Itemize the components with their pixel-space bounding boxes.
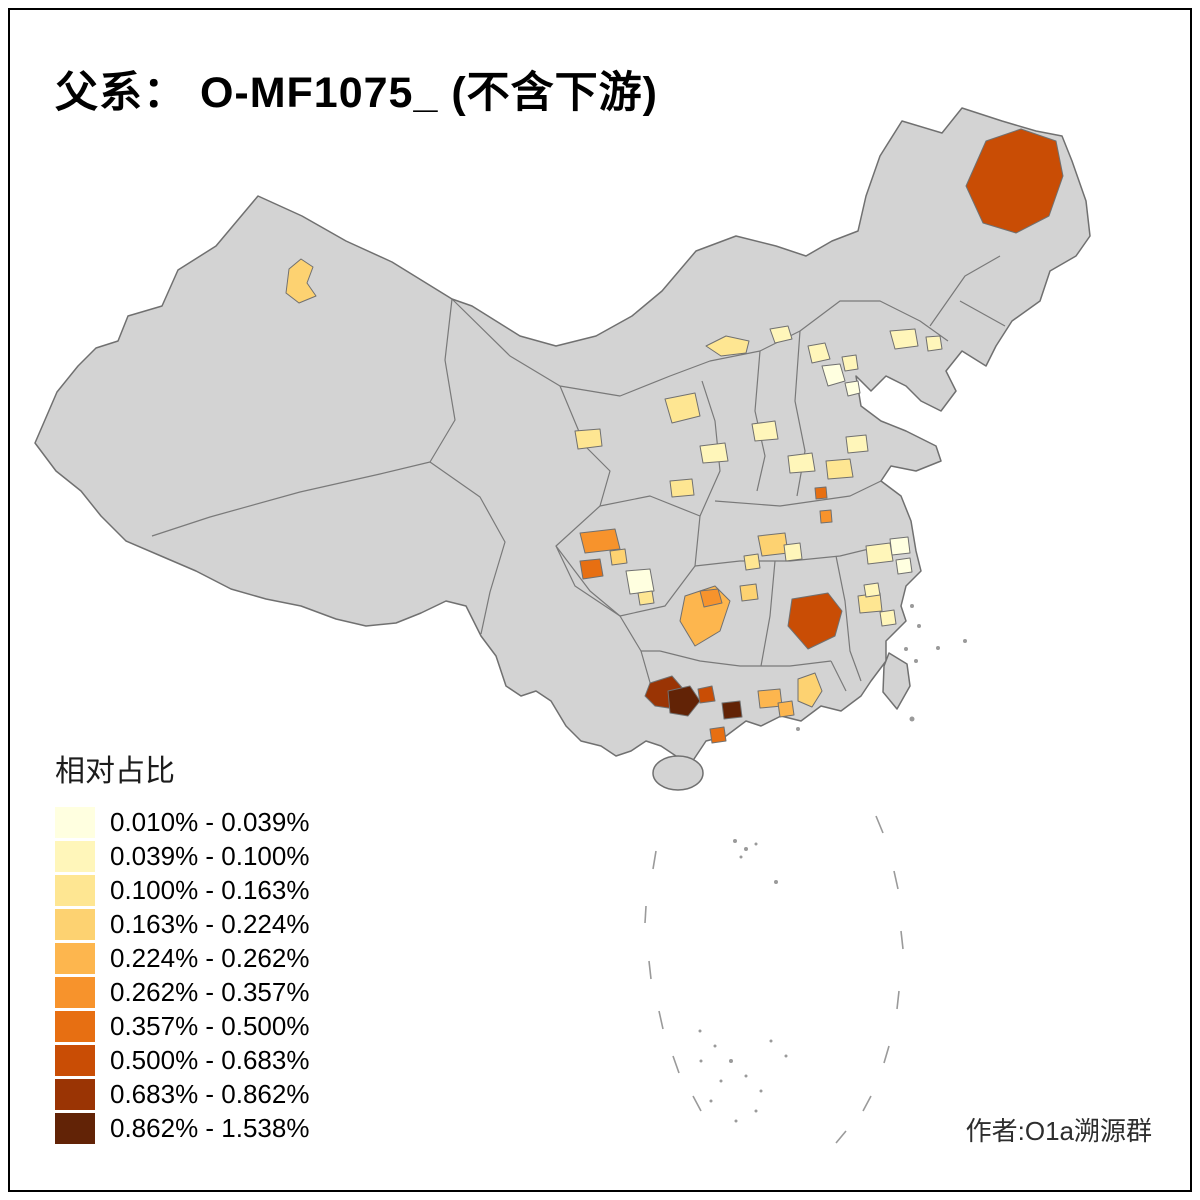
page-title: 父系： O-MF1075_ (不含下游) — [55, 69, 658, 117]
map-region — [797, 672, 823, 708]
legend-label: 0.224% - 0.262% — [110, 943, 310, 973]
map-region — [285, 258, 317, 304]
map-region — [889, 328, 919, 350]
legend-swatch — [55, 1079, 95, 1110]
colored-regions — [285, 128, 1064, 744]
legend-label: 0.010% - 0.039% — [110, 807, 310, 837]
china-mainland — [34, 107, 1091, 772]
map-region — [814, 486, 828, 500]
map-region — [895, 557, 913, 575]
map-region — [743, 553, 761, 571]
legend-swatch — [55, 875, 95, 906]
hainan-island — [652, 755, 704, 791]
map-region — [787, 452, 816, 474]
legend-label: 0.357% - 0.500% — [110, 1011, 310, 1041]
legend-title: 相对占比 — [55, 755, 175, 788]
taiwan-island — [882, 652, 911, 710]
legend-item: 0.683% - 0.862% — [55, 1078, 309, 1111]
map-region — [889, 536, 911, 556]
map-region — [821, 363, 846, 387]
legend-item: 0.357% - 0.500% — [55, 1010, 309, 1043]
legend-item: 0.100% - 0.163% — [55, 874, 309, 907]
legend-item: 0.224% - 0.262% — [55, 942, 309, 975]
legend-item: 0.010% - 0.039% — [55, 806, 309, 839]
legend-label: 0.039% - 0.100% — [110, 841, 310, 871]
map-region — [697, 685, 716, 704]
map-region — [574, 428, 603, 450]
map-region — [807, 342, 831, 364]
map-region — [825, 458, 854, 480]
legend-label: 0.163% - 0.224% — [110, 909, 310, 939]
map-region — [844, 380, 861, 397]
map-region — [965, 128, 1064, 234]
legend-item: 0.163% - 0.224% — [55, 908, 309, 941]
map-region — [863, 582, 881, 598]
map-region — [769, 325, 793, 344]
legend-label: 0.100% - 0.163% — [110, 875, 310, 905]
map-region — [699, 588, 723, 608]
map-region — [579, 528, 621, 554]
map-region — [667, 685, 701, 717]
nine-dash-line — [644, 815, 904, 1144]
attribution: 作者:O1a溯源群 — [965, 1116, 1152, 1146]
legend-label: 0.683% - 0.862% — [110, 1079, 310, 1109]
map-region — [721, 700, 743, 720]
map-region — [625, 568, 655, 595]
legend-swatch — [55, 1045, 95, 1076]
legend-item: 0.500% - 0.683% — [55, 1044, 309, 1077]
map-region — [664, 392, 701, 424]
map-region — [925, 335, 943, 352]
province-borders — [151, 255, 1006, 701]
map-region — [751, 420, 779, 442]
map-region — [669, 478, 695, 498]
map-region — [879, 609, 897, 627]
legend: 相对占比 0.010% - 0.039% 0.039% - 0.100% 0.1… — [55, 746, 309, 1146]
map-region — [757, 532, 789, 557]
sea-island-dots — [698, 604, 967, 1123]
map-region — [819, 509, 833, 524]
legend-label: 0.262% - 0.357% — [110, 977, 310, 1007]
legend-swatch — [55, 841, 95, 872]
legend-label: 0.862% - 1.538% — [110, 1113, 310, 1143]
map-region — [865, 542, 894, 565]
map-region — [845, 434, 869, 454]
legend-swatch — [55, 943, 95, 974]
map-region — [699, 442, 729, 464]
map-region — [637, 590, 655, 606]
legend-swatch — [55, 807, 95, 838]
legend-swatch — [55, 1011, 95, 1042]
map-region — [609, 548, 628, 566]
legend-swatch — [55, 1113, 95, 1144]
legend-swatch — [55, 977, 95, 1008]
map-region — [777, 700, 795, 718]
map-region — [783, 542, 803, 562]
map-region — [705, 335, 750, 357]
legend-item: 0.862% - 1.538% — [55, 1112, 309, 1145]
legend-swatch — [55, 909, 95, 940]
map-region — [579, 558, 604, 580]
map-region — [709, 726, 727, 744]
map-layers — [34, 107, 1091, 1144]
legend-label: 0.500% - 0.683% — [110, 1045, 310, 1075]
map-region — [739, 583, 759, 602]
map-region — [841, 354, 859, 372]
legend-item: 0.039% - 0.100% — [55, 840, 309, 873]
legend-item: 0.262% - 0.357% — [55, 976, 309, 1009]
map-region — [787, 592, 843, 650]
